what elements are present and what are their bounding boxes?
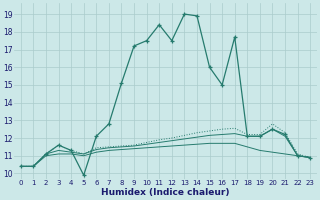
X-axis label: Humidex (Indice chaleur): Humidex (Indice chaleur) — [101, 188, 230, 197]
